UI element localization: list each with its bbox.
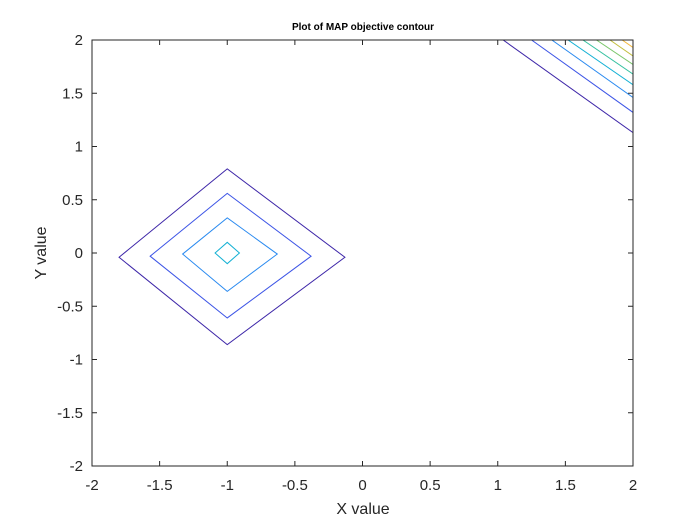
corner-contour-1 xyxy=(531,40,633,113)
y-tick-label: 2 xyxy=(75,32,83,49)
x-tick-label: -2 xyxy=(85,477,98,494)
chart-title: Plot of MAP objective contour xyxy=(292,22,434,33)
y-axis-title: Y value xyxy=(33,226,50,279)
x-tick-label: 0.5 xyxy=(420,477,441,494)
y-tick-label: 1.5 xyxy=(62,85,83,102)
y-tick-label: 1 xyxy=(75,139,83,156)
corner-contour-2 xyxy=(551,40,633,98)
x-tick-label: 1.5 xyxy=(555,477,576,494)
y-tick-label: -1.5 xyxy=(57,405,83,422)
x-tick-label: 1 xyxy=(494,477,502,494)
x-axis-title: X value xyxy=(336,501,389,518)
x-tick-label: 0 xyxy=(358,477,366,494)
y-tick-label: -0.5 xyxy=(57,298,83,315)
corner-contour-5 xyxy=(596,40,633,65)
y-tick-label: 0.5 xyxy=(62,192,83,209)
center-contour-3 xyxy=(214,241,241,265)
center-contour-1 xyxy=(149,192,312,319)
y-tick-label: -2 xyxy=(70,458,83,475)
corner-contour-0 xyxy=(502,40,633,134)
x-tick-label: 2 xyxy=(629,477,637,494)
center-contour-2 xyxy=(181,217,279,292)
y-tick-label: 0 xyxy=(75,245,83,262)
axes: -2 -1.5 -1 -0.5 0 0.5 1 1.5 2 -2 -1.5 -1 -0.5 0 0.5 1 1.… xyxy=(57,32,637,494)
corner-contour-7 xyxy=(621,40,633,48)
corner-contour-6 xyxy=(609,40,633,57)
x-tick-label: -1 xyxy=(221,477,234,494)
x-tick-label: -0.5 xyxy=(282,477,308,494)
center-contour-0 xyxy=(118,168,346,346)
corner-contour-3 xyxy=(567,40,633,86)
corner-contour-4 xyxy=(582,40,633,75)
y-tick-label: -1 xyxy=(70,352,83,369)
contour-lines xyxy=(118,40,633,346)
x-tick-label: -1.5 xyxy=(147,477,173,494)
